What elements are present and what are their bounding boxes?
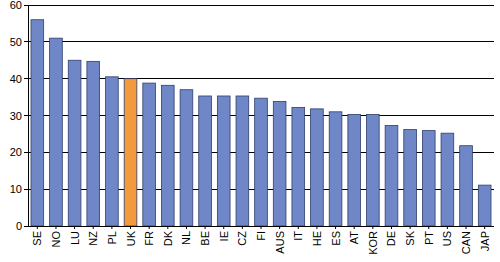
x-tick [335, 226, 336, 229]
x-tick [466, 226, 467, 229]
y-tick [24, 115, 28, 116]
x-tick-label: NL [180, 231, 192, 245]
x-tick [428, 226, 429, 229]
bars [31, 20, 491, 226]
x-tick-label: DK [162, 230, 174, 246]
x-tick [242, 226, 243, 229]
y-tick-label: 40 [10, 73, 22, 85]
x-tick [130, 226, 131, 229]
y-tick-label: 20 [10, 146, 22, 158]
x-tick-label: SK [404, 230, 416, 245]
x-tick-label: US [441, 231, 453, 246]
y-tick-label: 60 [10, 0, 22, 11]
bar [199, 96, 212, 226]
bar [422, 131, 435, 226]
x-tick [279, 226, 280, 229]
y-tick-label: 10 [10, 183, 22, 195]
bar [236, 96, 249, 226]
bar [255, 98, 268, 226]
bar [404, 129, 417, 226]
x-tick-label: BE [199, 231, 211, 246]
x-tick [74, 226, 75, 229]
bar [106, 77, 119, 226]
x-tick [354, 226, 355, 229]
x-tick [298, 226, 299, 229]
x-tick-label: SE [31, 231, 43, 246]
bar [50, 38, 63, 226]
x-tick-label: KOR [367, 231, 379, 255]
x-tick [372, 226, 373, 229]
y-tick-label: 30 [10, 110, 22, 122]
bar [460, 146, 473, 226]
x-tick-label: CAN [460, 231, 472, 254]
x-tick [37, 226, 38, 229]
bar [68, 60, 81, 226]
bar [31, 20, 44, 226]
bar [161, 85, 174, 226]
x-tick-label: IE [218, 231, 230, 241]
y-tick [24, 5, 28, 6]
bar [124, 79, 137, 226]
bar [217, 96, 230, 226]
x-tick-label: AUS [274, 231, 286, 254]
bar [348, 114, 361, 226]
x-tick-label: PL [106, 231, 118, 244]
x-tick-label: HE [311, 231, 323, 246]
x-tick [186, 226, 187, 229]
x-tick [316, 226, 317, 229]
x-tick-label: FR [143, 231, 155, 246]
y-tick [24, 189, 28, 190]
bar [478, 185, 491, 226]
y-tick-label: 50 [10, 36, 22, 48]
bar [329, 112, 342, 226]
x-tick-label: FI [255, 231, 267, 241]
y-axis [28, 5, 29, 226]
x-tick [205, 226, 206, 229]
bar [292, 107, 305, 226]
x-tick [93, 226, 94, 229]
x-tick-label: JAP [479, 231, 491, 251]
x-tick [261, 226, 262, 229]
y-tick-label: 0 [16, 220, 22, 232]
x-tick-label: UK [125, 230, 137, 246]
x-tick-label: LU [69, 231, 81, 245]
x-tick [223, 226, 224, 229]
x-tick-label: CZ [236, 231, 248, 246]
y-tick [24, 152, 28, 153]
grid-line [28, 5, 494, 6]
bar [143, 83, 156, 226]
x-tick-label: ES [330, 231, 342, 246]
x-tick-label: IT [292, 231, 304, 241]
chart: 0 10 20 30 40 50 60 SE NO LU NZ PL UK FR DK NL BE IE CZ FI A… [0, 0, 500, 262]
x-tick [391, 226, 392, 229]
bar [273, 102, 286, 226]
y-tick [24, 78, 28, 79]
grid-line [28, 41, 494, 42]
bar [385, 125, 398, 226]
x-tick-label: AT [348, 231, 360, 245]
x-tick-label: NO [50, 231, 62, 248]
bar [87, 61, 100, 226]
bar [180, 90, 193, 226]
x-tick [484, 226, 485, 229]
x-tick [149, 226, 150, 229]
bar [311, 109, 324, 226]
x-tick-label: DE [385, 231, 397, 246]
x-tick [55, 226, 56, 229]
x-tick [167, 226, 168, 229]
x-tick [111, 226, 112, 229]
y-tick [24, 41, 28, 42]
bar [441, 133, 454, 226]
x-tick [447, 226, 448, 229]
bar [367, 114, 380, 226]
x-tick-label: PT [423, 231, 435, 245]
x-tick [410, 226, 411, 229]
x-tick-label: NZ [87, 231, 99, 246]
y-tick [24, 226, 28, 227]
